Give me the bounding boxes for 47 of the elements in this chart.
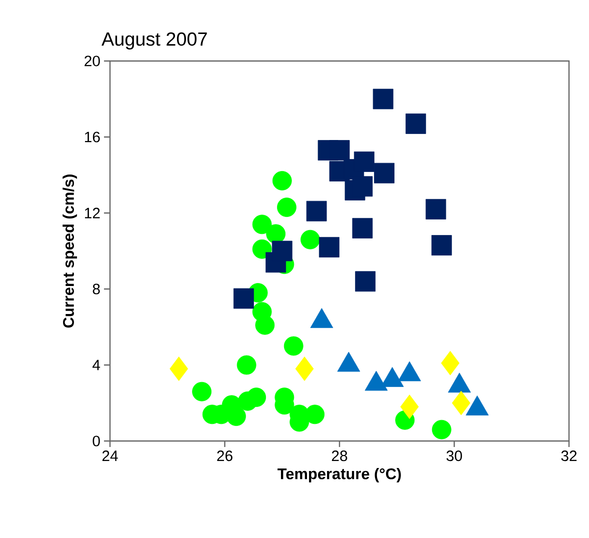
point: [406, 113, 426, 134]
y-tick-label: 0: [92, 436, 100, 446]
x-tick-label: 26: [217, 450, 232, 462]
point: [252, 239, 272, 259]
point: [255, 315, 275, 335]
point: [295, 356, 314, 381]
point: [354, 151, 374, 172]
x-axis-title: Temperature (°C): [278, 468, 401, 482]
point: [329, 140, 350, 160]
point: [352, 176, 373, 197]
point: [306, 200, 327, 222]
point: [236, 355, 256, 375]
point: [352, 218, 373, 238]
point: [452, 390, 470, 416]
point: [233, 288, 254, 309]
point: [432, 420, 452, 440]
point: [266, 224, 286, 244]
y-tick-label: 16: [85, 132, 100, 142]
point: [441, 350, 460, 376]
y-tick-label: 4: [92, 360, 100, 370]
point: [300, 230, 320, 250]
point: [355, 271, 376, 292]
x-tick-label: 30: [446, 450, 462, 462]
point: [226, 406, 246, 426]
point: [272, 240, 292, 262]
x-tick-label: 24: [102, 450, 118, 461]
point: [272, 170, 292, 190]
point: [246, 388, 266, 407]
point: [431, 235, 452, 256]
y-axis-title: Current speed (cm/s): [62, 174, 78, 328]
chart-title: August 2007: [102, 32, 207, 50]
y-tick-label: 20: [84, 56, 100, 66]
x-tick-label: 28: [332, 450, 348, 462]
y-tick-label: 12: [85, 208, 100, 218]
point: [277, 198, 296, 217]
point: [400, 394, 419, 419]
point: [192, 382, 212, 402]
point: [170, 356, 188, 381]
point: [305, 404, 325, 424]
point: [374, 162, 394, 184]
point: [284, 336, 304, 356]
point: [252, 214, 272, 234]
x-tick-label: 32: [561, 450, 577, 462]
point: [426, 198, 446, 220]
y-tick-label: 8: [92, 284, 100, 294]
point: [372, 88, 394, 110]
point: [318, 236, 340, 258]
